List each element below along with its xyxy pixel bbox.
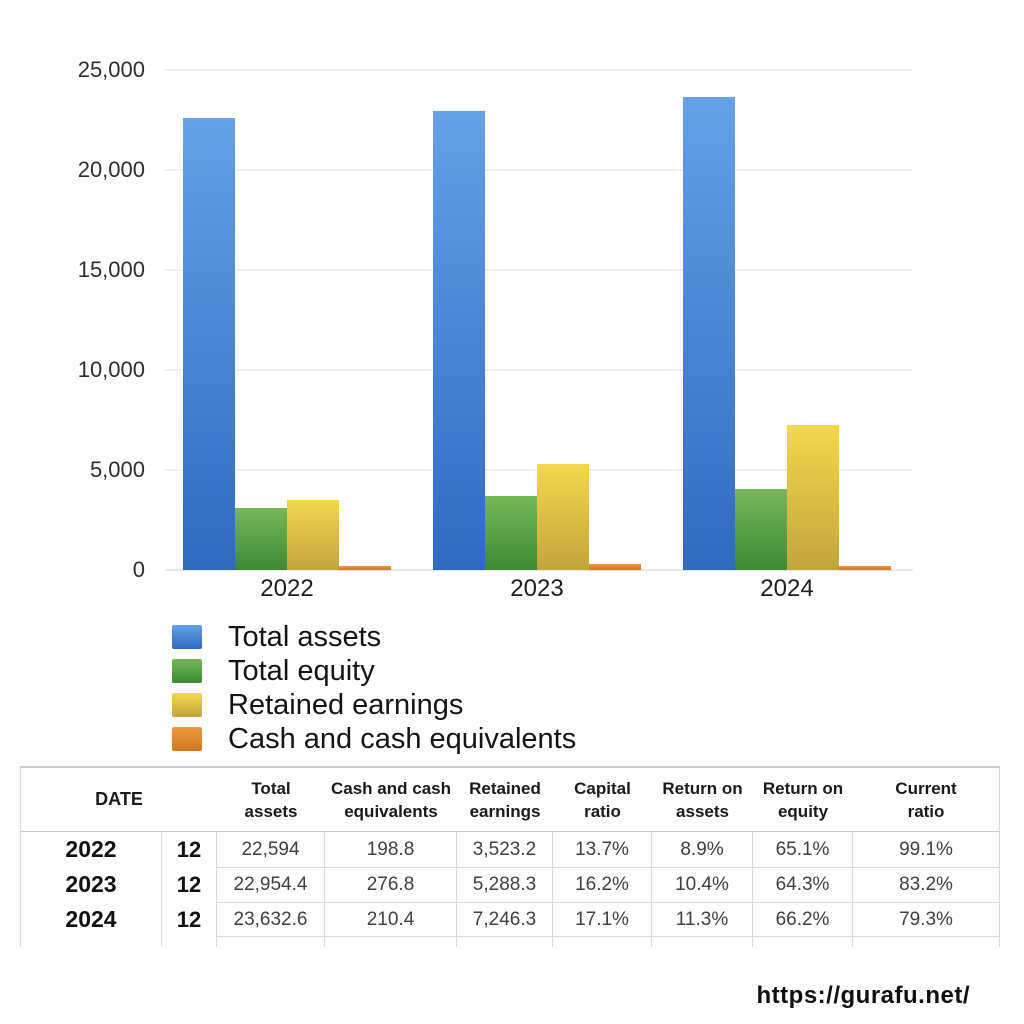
legend-swatch-total-assets <box>172 625 202 649</box>
data-table: DATE Total assets Cash and cash equivalents R… <box>20 766 1000 947</box>
bar-group-2022 <box>183 70 391 570</box>
y-tick-label: 15,000 <box>77 257 145 282</box>
table-stub-cell <box>753 937 853 947</box>
bar-retained-earnings-2024 <box>787 425 839 570</box>
table-stub-cell <box>162 937 217 947</box>
gridline <box>165 169 913 171</box>
legend-label: Cash and cash equivalents <box>228 723 577 755</box>
table-header-return-on-assets: Return on assets <box>652 768 753 832</box>
bar-total-equity-2023 <box>485 495 537 570</box>
table-cell-retained-earnings-2022: 3,523.2 <box>457 832 553 867</box>
legend-swatch-cash-and-cash-equivalents <box>172 727 202 751</box>
table-cell-retained-earnings-2023: 5,288.3 <box>457 867 553 902</box>
y-tick-label: 0 <box>132 557 145 582</box>
legend-label: Total equity <box>228 655 375 687</box>
table-cell-return-on-equity-2023: 64.3% <box>753 867 853 902</box>
table-header-cash-and-cash-equivalents: Cash and cash equivalents <box>325 768 457 832</box>
table-cell-total-assets-2022: 22,594 <box>217 832 325 867</box>
table-cell-current-ratio-2022: 99.1% <box>853 832 1000 867</box>
bar-cash-and-cash-equivalents-2023 <box>589 564 641 570</box>
bar-group-2023 <box>433 70 641 570</box>
table-cell-retained-earnings-2024: 7,246.3 <box>457 902 553 937</box>
plot-area: 2022 2023 2024 <box>165 69 913 602</box>
legend-item-total-equity: Total equity <box>172 654 576 688</box>
legend-label: Retained earnings <box>228 689 464 721</box>
table-header-return-on-equity: Return on equity <box>753 768 853 832</box>
table-cell-capital-ratio-2024: 17.1% <box>553 902 652 937</box>
gridline <box>165 269 913 271</box>
bar-retained-earnings-2022 <box>287 499 339 570</box>
table-cell-return-on-assets-2022: 8.9% <box>652 832 753 867</box>
bar-total-equity-2022 <box>235 508 287 570</box>
legend-item-cash-and-cash-equivalents: Cash and cash equivalents <box>172 722 576 756</box>
legend-item-total-assets: Total assets <box>172 620 576 654</box>
bar-retained-earnings-2023 <box>537 464 589 570</box>
table-cell-current-ratio-2023: 83.2% <box>853 867 1000 902</box>
table-cell-total-assets-2023: 22,954.4 <box>217 867 325 902</box>
x-tick-label-2024: 2024 <box>760 575 814 602</box>
bar-total-assets-2022 <box>183 118 235 570</box>
legend-label: Total assets <box>228 621 382 653</box>
table-row-month: 12 <box>162 902 217 937</box>
table-stub-cell <box>853 937 1000 947</box>
table-stub-cell <box>457 937 553 947</box>
table-cell-cash-and-cash-equivalents-2024: 210.4 <box>325 902 457 937</box>
table-header-date: DATE <box>20 768 217 832</box>
legend-swatch-total-equity <box>172 659 202 683</box>
table-header-capital-ratio: Capital ratio <box>553 768 652 832</box>
legend-swatch-retained-earnings <box>172 693 202 717</box>
table-cell-capital-ratio-2022: 13.7% <box>553 832 652 867</box>
x-tick-label-2023: 2023 <box>510 575 564 602</box>
table-cell-return-on-equity-2024: 66.2% <box>753 902 853 937</box>
table-cell-return-on-assets-2023: 10.4% <box>652 867 753 902</box>
table-header-current-ratio: Current ratio <box>853 768 1000 832</box>
table-row-month: 12 <box>162 867 217 902</box>
table-stub-cell <box>553 937 652 947</box>
table-header-total-assets: Total assets <box>217 768 325 832</box>
bar-cash-and-cash-equivalents-2022 <box>339 566 391 570</box>
table-stub-cell <box>325 937 457 947</box>
y-tick-label: 5,000 <box>89 457 145 482</box>
y-tick-label: 20,000 <box>77 157 145 182</box>
table-cell-return-on-assets-2024: 11.3% <box>652 902 753 937</box>
table-cell-current-ratio-2024: 79.3% <box>853 902 1000 937</box>
bar-cash-and-cash-equivalents-2024 <box>839 565 891 570</box>
y-tick-label: 25,000 <box>77 57 145 82</box>
bar-total-equity-2024 <box>735 489 787 570</box>
bar-total-assets-2024 <box>683 97 735 570</box>
table-stub-cell <box>20 937 162 947</box>
table-row-month: 12 <box>162 832 217 867</box>
x-tick-label-2022: 2022 <box>260 575 314 602</box>
table-cell-total-assets-2024: 23,632.6 <box>217 902 325 937</box>
table-stub-cell <box>652 937 753 947</box>
bar-group-2024 <box>683 70 891 570</box>
source-url: https://gurafu.net/ <box>756 982 970 1009</box>
table-cell-cash-and-cash-equivalents-2022: 198.8 <box>325 832 457 867</box>
y-tick-label: 10,000 <box>77 357 145 382</box>
table-row-year: 2023 <box>20 867 162 902</box>
table-row-year: 2024 <box>20 902 162 937</box>
y-axis: 25,000 20,000 15,000 10,000 5,000 0 <box>0 57 155 582</box>
table-cell-capital-ratio-2023: 16.2% <box>553 867 652 902</box>
chart-legend: Total assets Total equity Retained earning… <box>172 620 576 756</box>
gridline <box>165 569 913 571</box>
table-header-retained-earnings: Retained earnings <box>457 768 553 832</box>
gridline <box>165 369 913 371</box>
table-cell-cash-and-cash-equivalents-2023: 276.8 <box>325 867 457 902</box>
table-stub-cell <box>217 937 325 947</box>
bar-total-assets-2023 <box>433 110 485 570</box>
gridline <box>165 69 913 71</box>
table-row-year: 2022 <box>20 832 162 867</box>
table-cell-return-on-equity-2022: 65.1% <box>753 832 853 867</box>
legend-item-retained-earnings: Retained earnings <box>172 688 576 722</box>
